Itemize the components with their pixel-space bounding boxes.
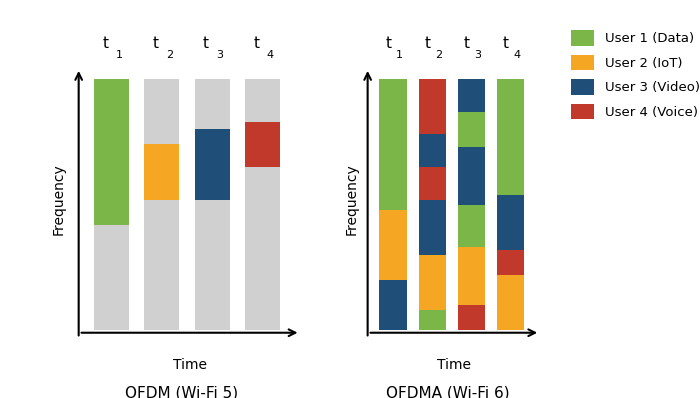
Text: 4: 4 bbox=[513, 50, 520, 60]
Bar bbox=[94, 79, 129, 224]
Text: Frequency: Frequency bbox=[345, 163, 359, 235]
Text: Time: Time bbox=[437, 358, 471, 372]
Text: t: t bbox=[203, 36, 209, 51]
Bar bbox=[497, 195, 524, 250]
Bar bbox=[195, 199, 230, 330]
Bar bbox=[245, 79, 280, 122]
Text: 1: 1 bbox=[395, 50, 402, 60]
Bar bbox=[497, 79, 524, 139]
Bar bbox=[379, 280, 407, 330]
Legend: User 1 (Data), User 2 (IoT), User 3 (Video), User 4 (Voice): User 1 (Data), User 2 (IoT), User 3 (Vid… bbox=[566, 27, 700, 123]
Bar bbox=[379, 210, 407, 280]
Text: 4: 4 bbox=[267, 50, 274, 60]
Bar bbox=[419, 135, 446, 167]
Text: OFDMA (Wi-Fi 6): OFDMA (Wi-Fi 6) bbox=[386, 386, 510, 398]
Text: t: t bbox=[385, 36, 391, 51]
Bar bbox=[458, 205, 485, 247]
Bar bbox=[245, 122, 280, 167]
Text: t: t bbox=[503, 36, 509, 51]
Bar bbox=[94, 224, 129, 330]
Text: 3: 3 bbox=[216, 50, 223, 60]
Text: 1: 1 bbox=[116, 50, 122, 60]
Bar bbox=[419, 255, 446, 310]
Bar bbox=[458, 305, 485, 330]
Bar bbox=[497, 250, 524, 275]
Bar bbox=[458, 112, 485, 147]
Bar bbox=[144, 199, 179, 330]
Bar bbox=[497, 275, 524, 330]
Text: Time: Time bbox=[173, 358, 206, 372]
Bar bbox=[497, 139, 524, 195]
Bar bbox=[458, 147, 485, 205]
Bar bbox=[458, 79, 485, 112]
Text: 2: 2 bbox=[435, 50, 442, 60]
Text: 3: 3 bbox=[474, 50, 481, 60]
Bar bbox=[245, 167, 280, 330]
Bar bbox=[419, 199, 446, 255]
Text: t: t bbox=[424, 36, 430, 51]
Bar bbox=[419, 167, 446, 199]
Bar bbox=[419, 79, 446, 135]
Text: Frequency: Frequency bbox=[52, 163, 66, 235]
Bar bbox=[144, 144, 179, 199]
Bar bbox=[195, 129, 230, 199]
Text: OFDM (Wi-Fi 5): OFDM (Wi-Fi 5) bbox=[125, 386, 239, 398]
Bar bbox=[458, 247, 485, 305]
Text: t: t bbox=[463, 36, 470, 51]
Text: t: t bbox=[102, 36, 108, 51]
Bar bbox=[379, 79, 407, 142]
Bar bbox=[144, 79, 179, 144]
Bar bbox=[195, 79, 230, 129]
Text: 2: 2 bbox=[166, 50, 173, 60]
Text: t: t bbox=[253, 36, 259, 51]
Text: t: t bbox=[153, 36, 158, 51]
Bar bbox=[379, 142, 407, 210]
Bar bbox=[419, 310, 446, 330]
